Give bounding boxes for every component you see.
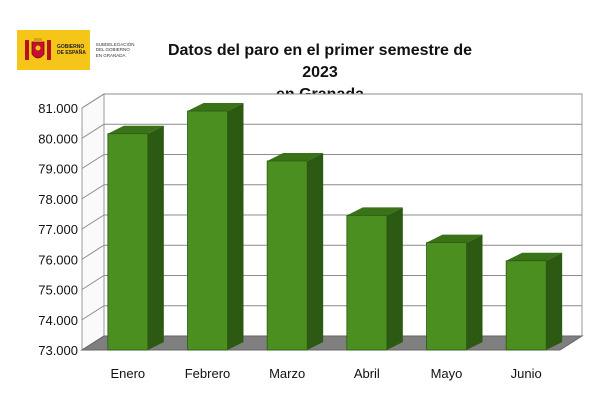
y-tick-label: 73.000 [38,343,78,358]
bar-side [546,252,563,350]
logo-flag: GOBIERNO DE ESPAÑA [17,30,90,70]
spain-coat-of-arms-icon [25,38,51,60]
bar-top [107,125,164,134]
gridline [81,93,582,109]
gridline [81,214,582,230]
chart-title-line1: Datos del paro en el primer semestre de … [167,42,473,81]
y-tick-label: 80.000 [38,131,78,146]
sub-org-name: SUBDELEGACIÓN DEL GOBIERNO EN GRANADA [95,41,135,58]
x-tick-label: Mayo [431,366,463,381]
bar-side [227,103,244,351]
bar-side [386,207,403,350]
gridline [81,154,582,169]
y-tick-label: 81.000 [38,101,78,116]
gridline [81,305,582,321]
bar-top [187,103,244,112]
bar [346,207,403,351]
bar-side [147,125,164,351]
bar [107,125,164,351]
bar-top [506,252,563,261]
bar-front [426,242,467,351]
y-tick-label: 74.000 [38,313,78,328]
bar [266,152,324,351]
y-tick-label: 76.000 [38,252,78,267]
x-tick-label: Junio [511,366,542,381]
y-tick-label: 77.000 [38,222,78,237]
gridline [81,244,582,260]
bar-front [346,214,388,351]
gridline [81,275,582,290]
y-tick-label: 75.000 [38,283,78,298]
y-axis-labels: 73.000 74.000 75.000 76.000 77.000 78.000 79.0… [38,101,78,358]
x-tick-label: Abril [354,366,380,381]
x-tick-label: Marzo [269,366,305,381]
bar [187,103,244,351]
bars [107,103,563,351]
bar [426,234,483,351]
bar-front [187,110,228,351]
gridline [81,123,582,139]
bar [505,252,563,351]
bar-top [346,207,403,216]
bar-front [107,133,149,351]
y-tick-label: 79.000 [38,162,78,177]
gridline [81,184,582,200]
bar-side [466,234,483,350]
government-logo: GOBIERNO DE ESPAÑA SUBDELEGACIÓN DEL GOB… [17,30,137,70]
y-tick-label: 78.000 [38,192,78,207]
bar-top [426,234,483,243]
x-axis-labels: Enero Febrero Marzo Abril Mayo Junio [110,366,541,381]
bar-front [505,260,547,351]
org-name: GOBIERNO DE ESPAÑA [57,44,86,56]
x-tick-label: Enero [110,366,145,381]
bar-side [307,152,324,350]
x-tick-label: Febrero [185,366,231,381]
bar-front [266,160,308,351]
bar-top [267,152,324,161]
